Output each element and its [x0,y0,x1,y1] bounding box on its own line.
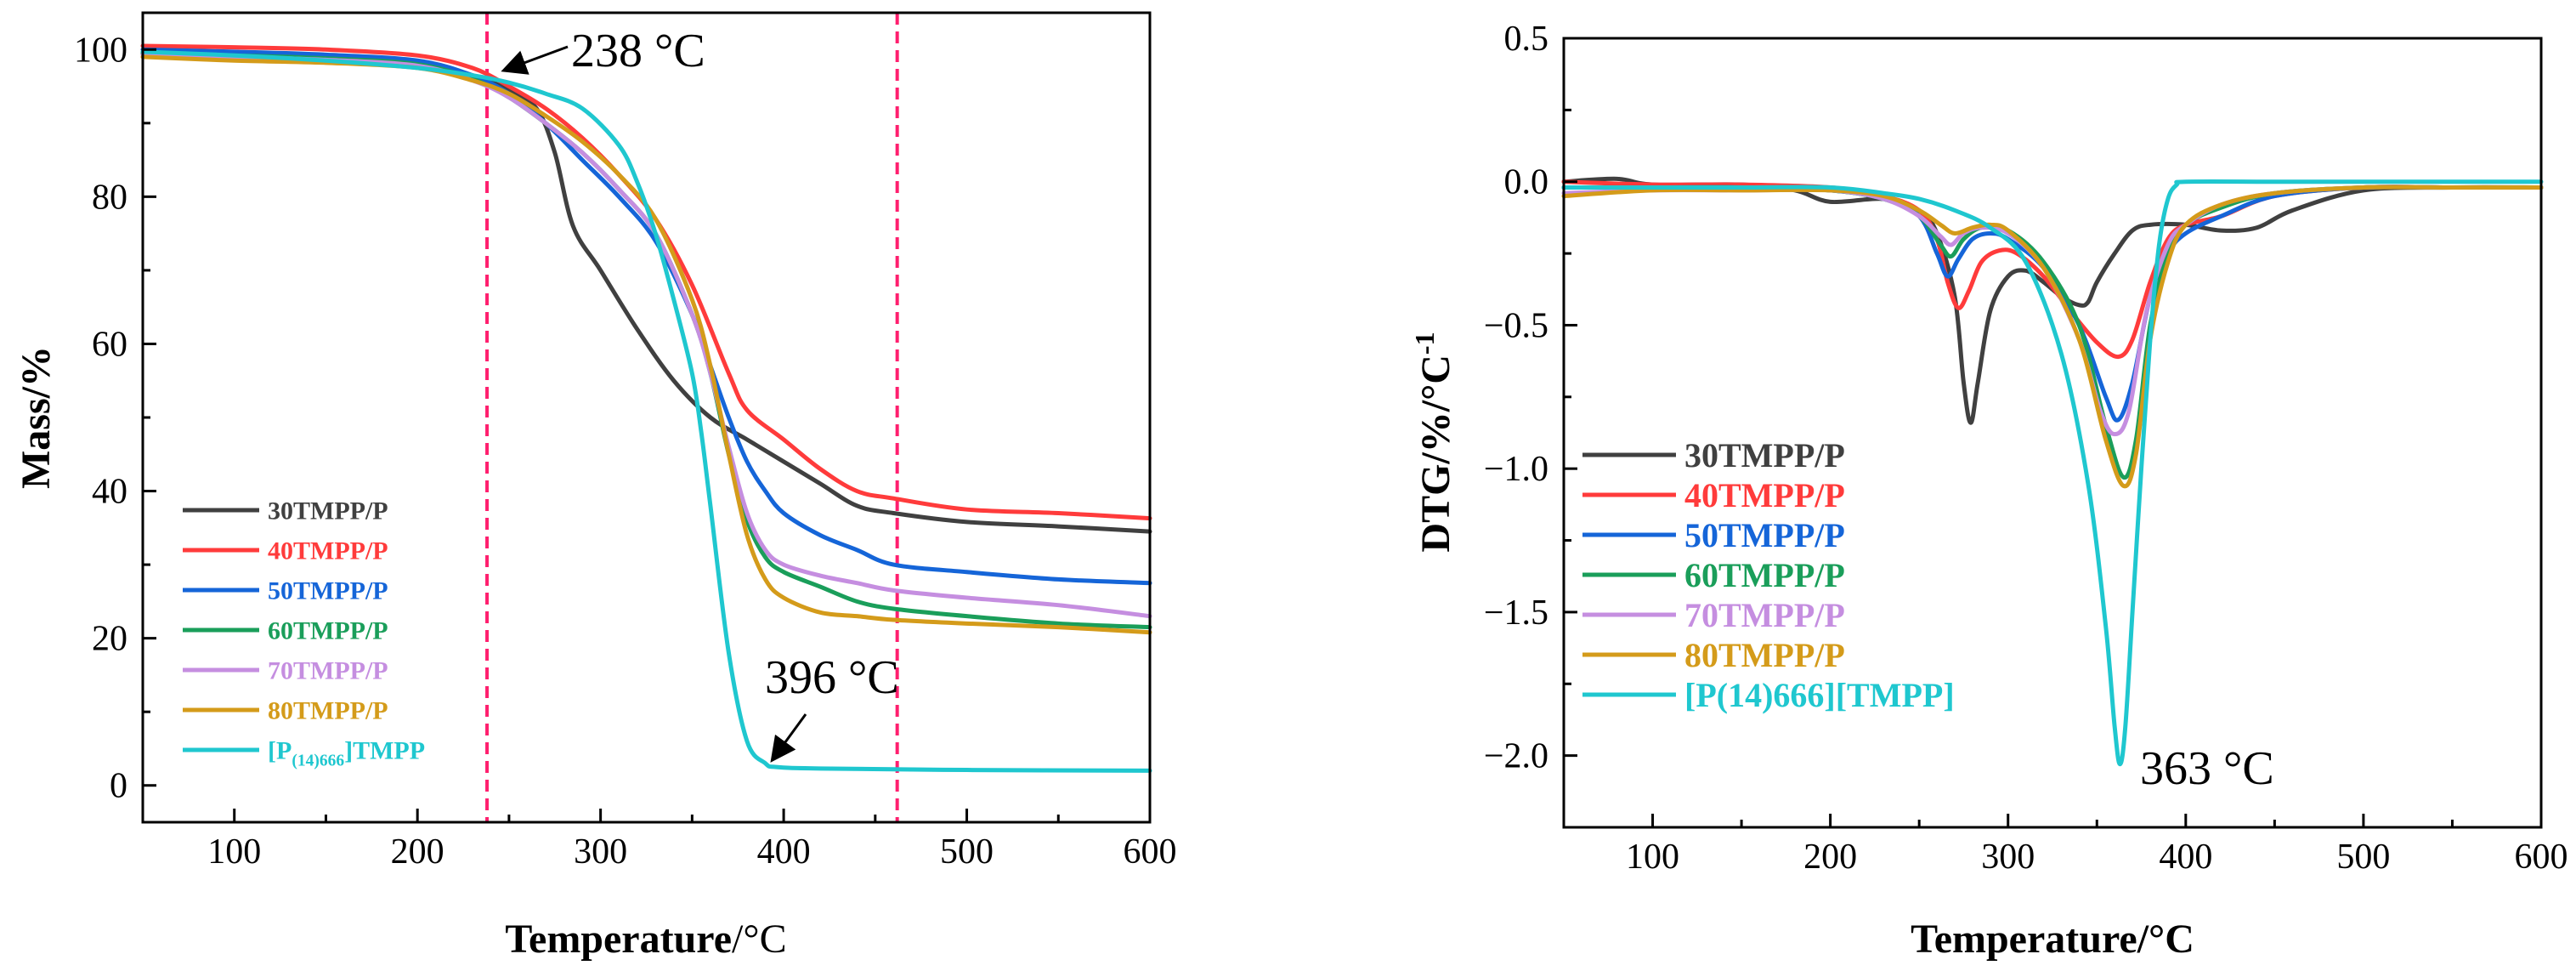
tga-x-axis-title: Temperature/°C [505,917,786,962]
tga-annotation-238-arrow [501,45,569,75]
tga-annotation-238: 238 °C [571,25,705,77]
tga-y-tick-label: 0 [110,767,127,806]
dtg-legend-entry: 30TMPP/P [1582,436,1845,474]
dtg-series-line-2 [1561,185,2544,423]
tga-legend-label: 30TMPP/P [268,497,388,525]
tga-legend-label: 70TMPP/P [268,657,388,685]
tga-legend: 30TMPP/P 40TMPP/P 50TMPP/P 60TMPP/P 70TMPP/P… [183,497,425,770]
dtg-x-axis-title: Temperature/°C [1911,917,2194,962]
dtg-y-tick-label: 0.0 [1504,163,1549,202]
dtg-plot-frame [1562,37,2543,829]
dtg-legend-label: 60TMPP/P [1684,556,1845,594]
tga-series-line-1 [140,43,1152,521]
tga-chart: 100 200 300 400 500 600 0 20 40 60 80 100 Temperatu… [14,11,1177,962]
tga-legend-entry: 60TMPP/P [183,617,388,645]
tga-x-tick-label: 300 [574,832,627,872]
tga-ticks: 100 200 300 400 500 600 0 20 40 60 80 100 [74,31,1177,872]
tga-x-tick-label: 500 [940,832,994,872]
tga-x-tick-label: 100 [207,832,261,872]
tga-series-line-6 [140,49,1152,773]
dtg-legend-entry: 60TMPP/P [1582,556,1845,594]
dtg-legend: 30TMPP/P40TMPP/P50TMPP/P60TMPP/P70TMPP/P… [1582,436,1955,714]
dtg-series-line-0 [1561,176,2544,425]
dtg-y-axis-title-sup: -1 [1409,332,1440,355]
dtg-legend-entry: 80TMPP/P [1582,636,1845,674]
tga-y-tick-label: 40 [92,473,127,512]
dtg-x-tick-label: 300 [1981,838,2035,877]
tga-x-axis-title-unit: /°C [732,917,787,962]
tga-legend-label: 40TMPP/P [268,537,388,565]
dtg-series-line-5 [1561,185,2544,489]
dtg-legend-label: 30TMPP/P [1684,436,1845,474]
dtg-chart: 100 200 300 400 500 600 0.5 0.0 −0.5 −1.0 −1.5 −2.0… [1409,20,2568,962]
dtg-annotation-363: 363 °C [2140,742,2274,795]
dtg-legend-entry: 40TMPP/P [1582,476,1845,514]
tga-series-group [140,43,1152,773]
dtg-y-tick-label: 0.5 [1504,20,1549,59]
tga-reference-lines [485,13,899,822]
dtg-ticks: 100 200 300 400 500 600 0.5 0.0 −0.5 −1.0 −1.5 −2.0 [1484,20,2568,877]
dtg-legend-label: 50TMPP/P [1684,516,1845,554]
dtg-series-group [1561,176,2544,767]
dtg-x-tick-label: 600 [2515,838,2568,877]
tga-y-tick-label: 20 [92,620,127,659]
tga-legend-label: 50TMPP/P [268,577,388,605]
dtg-legend-entry: 70TMPP/P [1582,596,1845,634]
tga-x-tick-label: 200 [391,832,444,872]
dtg-y-tick-label: −2.0 [1484,737,1548,776]
tga-legend-label: 80TMPP/P [268,697,388,725]
dtg-y-tick-label: −1.5 [1484,593,1548,633]
dtg-y-axis-title: DTG/%/°C-1 [1409,332,1458,552]
dtg-y-tick-label: −1.0 [1484,450,1548,489]
dtg-legend-entry: [P(14)666][TMPP] [1582,676,1955,714]
tga-y-axis-title: Mass/% [14,346,59,489]
dtg-y-tick-label: −0.5 [1484,306,1548,345]
tga-y-tick-label: 80 [92,178,127,217]
tga-annotation-396-arrow [770,713,807,763]
tga-legend-entry: 70TMPP/P [183,657,388,685]
dtg-series-line-4 [1561,185,2544,437]
dtg-legend-label: 40TMPP/P [1684,476,1845,514]
tga-series-line-0 [140,51,1152,534]
dtg-x-tick-label: 100 [1626,838,1679,877]
tga-series-line-4 [140,52,1152,619]
dtg-legend-label: 80TMPP/P [1684,636,1845,674]
dtg-series-line-6 [1561,179,2544,767]
dtg-legend-label: 70TMPP/P [1684,596,1845,634]
tga-legend-entry: 80TMPP/P [183,697,388,725]
tga-legend-entry: [P(14)666]TMPP [183,737,425,770]
dtg-x-tick-label: 200 [1803,838,1857,877]
tga-y-tick-label: 60 [92,325,127,364]
tga-legend-entry: 40TMPP/P [183,537,388,565]
tga-x-axis-title-main: Temperature [505,917,732,962]
dtg-legend-entry: 50TMPP/P [1582,516,1845,554]
tga-legend-entry: 50TMPP/P [183,577,388,605]
dtg-x-tick-label: 500 [2336,838,2390,877]
tga-x-tick-label: 600 [1124,832,1177,872]
tga-annotation-396: 396 °C [765,651,899,704]
dtg-legend-label: [P(14)666][TMPP] [1684,676,1955,714]
dtg-y-axis-title-main: DTG/%/°C [1413,355,1458,553]
dtg-series-line-3 [1561,185,2544,480]
tga-legend-label: [P(14)666]TMPP [268,737,425,770]
dtg-x-tick-label: 400 [2159,838,2212,877]
tga-y-tick-label: 100 [74,31,127,70]
tga-legend-label: 60TMPP/P [268,617,388,645]
tga-x-tick-label: 400 [757,832,811,872]
tga-legend-entry: 30TMPP/P [183,497,388,525]
